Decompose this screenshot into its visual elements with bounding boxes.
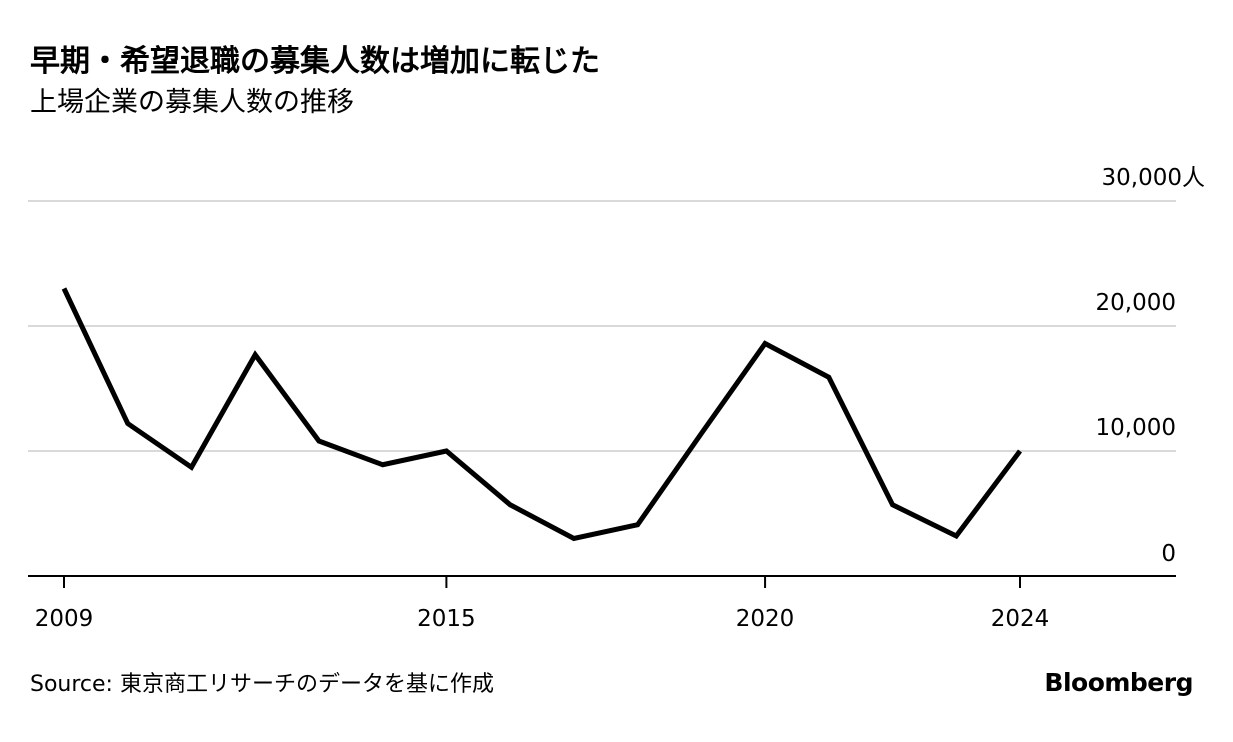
x-tick-labels: 2009 2015 2020 2024 bbox=[35, 606, 1050, 632]
x-axis bbox=[28, 575, 1176, 588]
x-tick-label-2009: 2009 bbox=[35, 606, 94, 632]
y-tick-label-10000: 10,000 bbox=[1096, 415, 1176, 441]
y-tick-labels: 0 10,000 20,000 30,000人 bbox=[1096, 165, 1205, 567]
y-tick-label-30000: 30,000人 bbox=[1102, 165, 1205, 191]
x-tick-label-2015: 2015 bbox=[417, 606, 476, 632]
bloomberg-logo: Bloomberg bbox=[1044, 668, 1193, 697]
x-tick-label-2020: 2020 bbox=[736, 606, 795, 632]
grid-lines bbox=[28, 200, 1176, 452]
x-tick-label-2024: 2024 bbox=[991, 606, 1050, 632]
y-tick-label-20000: 20,000 bbox=[1096, 290, 1176, 316]
y-tick-label-0: 0 bbox=[1161, 541, 1176, 567]
source-note: Source: 東京商工リサーチのデータを基に作成 bbox=[30, 672, 494, 697]
series-line-0 bbox=[61, 287, 1023, 542]
series-layer bbox=[61, 287, 1023, 542]
chart-title: 早期・希望退職の募集人数は増加に転じた bbox=[30, 44, 600, 79]
chart-subtitle: 上場企業の募集人数の推移 bbox=[30, 87, 354, 118]
